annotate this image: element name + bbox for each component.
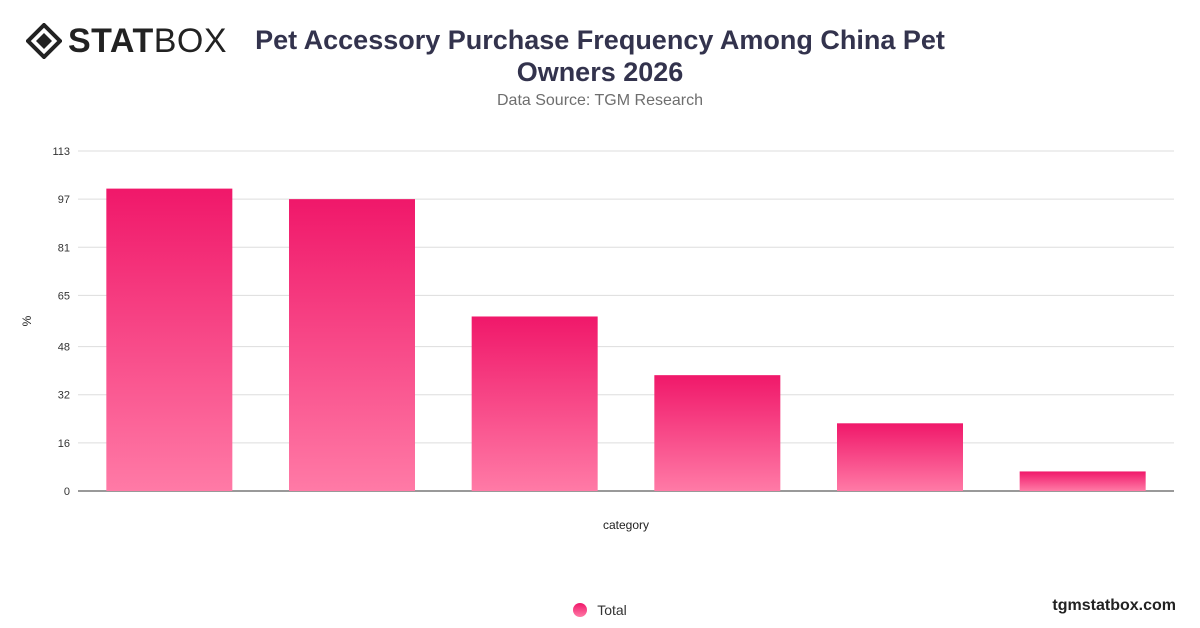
y-tick-label: 32	[58, 390, 70, 402]
bar[interactable]	[106, 188, 233, 491]
bar[interactable]	[654, 375, 781, 491]
logo-bold-text: STAT	[68, 22, 154, 60]
x-axis-title: category	[603, 518, 649, 532]
statbox-diamond-icon	[26, 23, 62, 59]
y-tick-label: 48	[58, 342, 70, 354]
chart-title: Pet Accessory Purchase Frequency Among C…	[255, 25, 945, 87]
y-tick-label: 97	[58, 194, 70, 206]
legend-label-total[interactable]: Total	[597, 602, 627, 618]
y-tick-label: 113	[52, 146, 70, 158]
statbox-logo: STATBOX	[26, 22, 227, 60]
legend-swatch-total[interactable]	[573, 603, 588, 617]
y-tick-label: 16	[58, 438, 70, 450]
y-tick-label: 0	[64, 486, 70, 498]
bar[interactable]	[289, 199, 415, 491]
bar[interactable]	[471, 316, 598, 491]
logo-wordmark: STATBOX	[68, 24, 227, 58]
bar[interactable]	[837, 423, 963, 491]
chart-legend: Total	[0, 602, 1200, 618]
y-axis-title: %	[20, 315, 34, 326]
y-tick-label: 81	[58, 242, 70, 254]
logo-light-text: BOX	[153, 22, 228, 60]
chart-subtitle: Data Source: TGM Research	[496, 92, 703, 109]
bar[interactable]	[1019, 471, 1146, 491]
footer-brand: tgmstatbox.com	[1052, 597, 1176, 614]
y-tick-label: 65	[58, 290, 70, 302]
